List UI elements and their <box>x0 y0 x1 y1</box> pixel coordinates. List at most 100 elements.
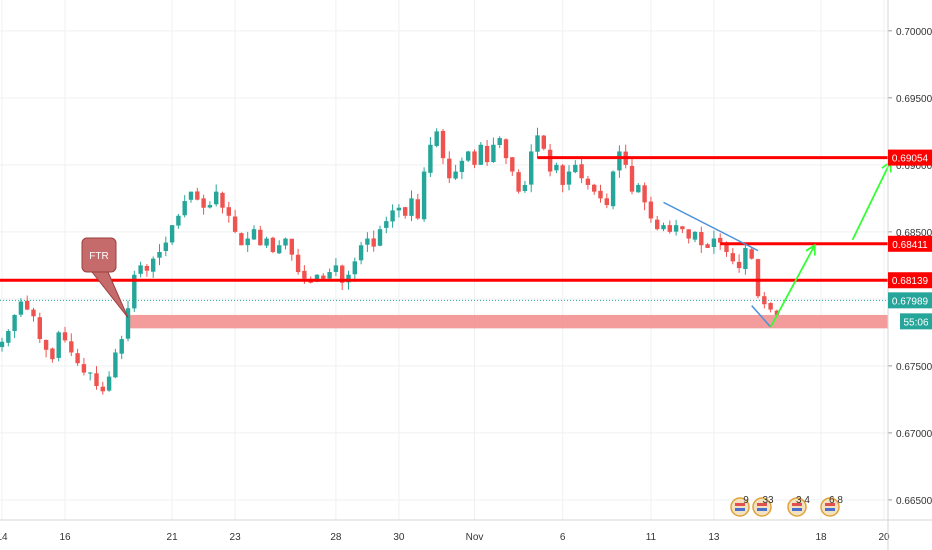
countdown-text: 55:06 <box>903 317 928 328</box>
flag-stripe-icon <box>757 508 767 511</box>
candle-body <box>157 251 162 258</box>
candle-body <box>585 178 591 185</box>
candle-body <box>207 205 213 208</box>
calendar-badge[interactable]: 6 8 <box>820 495 843 517</box>
candle-body <box>743 247 748 269</box>
y-tick-label: 0.69500 <box>896 94 932 105</box>
candle-body <box>232 216 238 232</box>
candle-body <box>377 229 383 246</box>
flag-stripe-icon <box>825 503 835 506</box>
candle-body <box>554 164 559 171</box>
candle-body <box>617 151 622 171</box>
candle-body <box>579 164 584 179</box>
candle-body <box>75 353 80 364</box>
candle-body <box>25 300 30 310</box>
candle-body <box>62 332 68 341</box>
candle-body <box>81 364 87 373</box>
calendar-badge[interactable]: 9 <box>730 495 750 517</box>
candle-body <box>403 207 408 216</box>
demand-zone <box>128 314 888 329</box>
candle-body <box>592 184 597 192</box>
x-tick-label: 28 <box>330 532 342 543</box>
flag-stripe-icon <box>735 503 745 506</box>
calendar-badge[interactable]: 3 4 <box>787 495 810 517</box>
candle-body <box>673 225 679 232</box>
x-tick-label: 11 <box>646 532 657 543</box>
flag-icon <box>752 497 772 517</box>
candle-body <box>466 151 471 161</box>
candle-body <box>18 301 24 315</box>
candle-body <box>428 144 433 173</box>
drawings: FTR <box>81 160 892 328</box>
candle-body <box>12 314 17 332</box>
candle-body <box>699 232 704 246</box>
candle-body <box>113 352 118 378</box>
candle-body <box>774 310 780 315</box>
candle-body <box>100 386 105 392</box>
candle-body <box>195 191 200 200</box>
candle-body <box>415 199 420 219</box>
candle-body <box>730 253 735 262</box>
candle-body <box>245 238 250 246</box>
candle-body <box>421 171 427 220</box>
candle-body <box>314 274 320 282</box>
ftr-callout-box <box>81 237 117 273</box>
candle-body <box>491 144 496 163</box>
candle-body <box>43 339 49 350</box>
candle-body <box>214 191 219 205</box>
projection-arrowhead-0 <box>805 243 816 256</box>
candle-body <box>327 272 332 279</box>
candle-body <box>598 190 603 199</box>
trendline-tail <box>751 305 772 328</box>
x-tick-label: 16 <box>59 532 71 543</box>
price-tag-support <box>888 272 932 289</box>
x-tick-label: 6 <box>560 532 566 543</box>
candle-body <box>358 245 364 261</box>
candle-body <box>636 184 641 193</box>
price-levels <box>0 156 888 301</box>
candle-body <box>302 270 307 279</box>
candle-body <box>573 164 578 173</box>
x-tick-label: 14 <box>0 532 8 543</box>
candle-body <box>529 151 534 185</box>
price-tag-text-resistance-mid: 0.68411 <box>892 240 928 251</box>
candle-body <box>762 296 767 305</box>
candle-body <box>163 242 168 251</box>
calendar-badge-count: 9 <box>743 495 749 506</box>
candle-body <box>182 201 187 216</box>
current-price-text: 0.67989 <box>892 296 929 307</box>
candle-body <box>705 244 710 248</box>
candle-body <box>151 258 156 272</box>
candle-body <box>50 348 55 360</box>
calendar-badges: 9 33 3 4 6 8 <box>730 495 843 517</box>
candle-body <box>440 130 446 159</box>
candle-body <box>566 171 572 185</box>
calendar-badge[interactable]: 33 <box>752 495 774 517</box>
price-tag-text-support: 0.68139 <box>892 276 929 287</box>
y-tick-label: 0.67500 <box>896 362 932 373</box>
candle-body <box>560 165 565 185</box>
candle-body <box>484 145 490 163</box>
candle-body <box>409 198 414 216</box>
candle-body <box>459 160 465 172</box>
candle-body <box>768 303 773 310</box>
candle-body <box>106 376 112 391</box>
flag-icon <box>730 497 750 517</box>
candle-body <box>516 172 521 192</box>
flag-stripe-icon <box>757 503 767 506</box>
y-tick-label: 0.69000 <box>896 161 932 172</box>
candle-body <box>270 237 276 252</box>
price-tag-resistance-mid <box>888 235 932 252</box>
candle-body <box>711 238 717 248</box>
candle-body <box>88 372 93 374</box>
candle-body <box>648 201 654 219</box>
candle-body <box>541 135 546 149</box>
candle-body <box>0 341 5 348</box>
candle-body <box>667 225 672 232</box>
projection-line-0 <box>769 244 816 328</box>
candle-body <box>478 144 483 165</box>
candle-body <box>352 261 357 275</box>
candle-body <box>503 139 509 159</box>
candle-body <box>629 165 635 192</box>
